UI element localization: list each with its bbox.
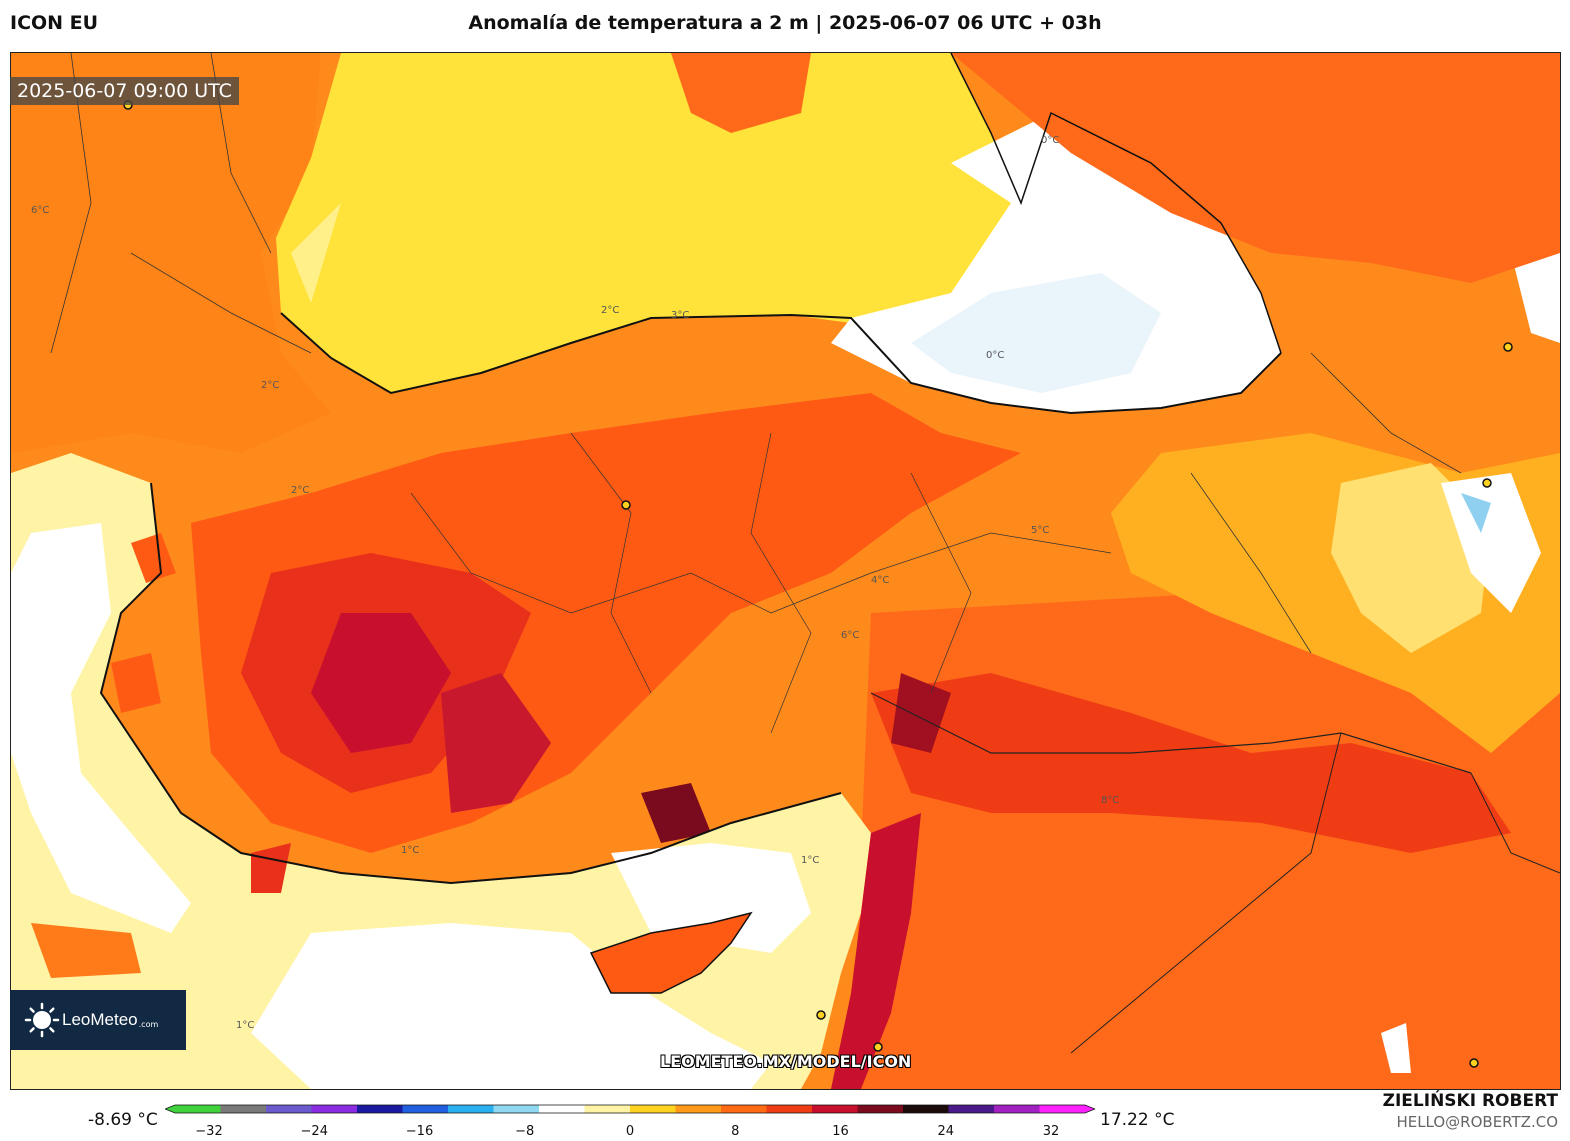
- colorbar-tick-label: 0: [625, 1124, 635, 1139]
- colorbar-max-label: 17.22 °C: [1100, 1110, 1175, 1130]
- watermark-url: LEOMETEO.MX/MODEL/ICON: [660, 1052, 912, 1071]
- contour-label: 0°C: [986, 350, 1004, 361]
- colorbar-segment: [220, 1105, 267, 1113]
- sun-icon: [24, 1002, 60, 1038]
- contour-label: 1°C: [401, 845, 419, 856]
- colorbar-segment: [448, 1105, 494, 1113]
- contour-label: 2°C: [601, 305, 619, 316]
- colorbar-segment: [630, 1105, 676, 1113]
- colorbar-segment: [812, 1105, 858, 1113]
- contour-label: 1°C: [801, 855, 819, 866]
- colorbar-segment: [357, 1105, 403, 1113]
- colorbar-max-arrow: [1085, 1105, 1095, 1113]
- contour-label: 0°C: [1041, 135, 1059, 146]
- colorbar-segment: [493, 1105, 540, 1113]
- colorbar-tick-label: −24: [300, 1124, 328, 1139]
- author-credit: ZIELIŃSKI ROBERT: [1382, 1091, 1558, 1111]
- logo-suffix: .com: [138, 1020, 159, 1029]
- colorbar-tick-label: −32: [195, 1124, 223, 1139]
- contour-label: 3°C: [671, 310, 689, 321]
- author-email: HELLO@ROBERTZ.CO: [1396, 1113, 1558, 1131]
- map-canvas[interactable]: 0°C 0°C 1°C 1°C 1°C 2°C 2°C 2°C 3°C 4°C …: [10, 52, 1561, 1090]
- colorbar-segment: [584, 1105, 631, 1113]
- contour-label: 5°C: [1031, 525, 1049, 536]
- colorbar-segment: [1039, 1105, 1086, 1113]
- colorbar-tick-label: −16: [405, 1124, 434, 1139]
- colorbar-segment: [857, 1105, 904, 1113]
- city-marker: [816, 1010, 826, 1020]
- city-marker: [1482, 478, 1492, 488]
- colorbar-tick-label: 32: [1042, 1124, 1060, 1139]
- colorbar-segment: [539, 1105, 585, 1113]
- colorbar-segment: [948, 1105, 995, 1113]
- colorbar-segment: [402, 1105, 449, 1113]
- colorbar-tick-label: −8: [515, 1124, 535, 1139]
- contour-label: 8°C: [1101, 795, 1119, 806]
- colorbar-segment: [721, 1105, 767, 1113]
- temperature-anomaly-map: 0°C 0°C 1°C 1°C 1°C 2°C 2°C 2°C 3°C 4°C …: [11, 53, 1560, 1089]
- contour-label: 4°C: [871, 575, 889, 586]
- colorbar-segment: [903, 1105, 949, 1113]
- colorbar: [165, 1104, 1095, 1114]
- contour-label: 2°C: [291, 485, 309, 496]
- colorbar-tick-label: 24: [937, 1124, 955, 1139]
- colorbar-segment: [175, 1105, 221, 1113]
- colorbar-min-arrow: [165, 1105, 175, 1113]
- model-name: ICON EU: [10, 12, 99, 34]
- colorbar-outline: [165, 1104, 1095, 1114]
- city-marker: [873, 1042, 883, 1052]
- colorbar-tick-label: 16: [832, 1124, 849, 1139]
- colorbar-segment: [766, 1105, 813, 1113]
- valid-time-badge: 2025-06-07 09:00 UTC: [10, 77, 239, 105]
- colorbar-segment: [994, 1105, 1040, 1113]
- contour-label: 2°C: [261, 380, 279, 391]
- leometeo-logo: LeoMeteo .com: [10, 990, 186, 1050]
- city-marker: [621, 500, 631, 510]
- contour-label: 6°C: [841, 630, 859, 641]
- colorbar-min-label: -8.69 °C: [88, 1110, 158, 1130]
- colorbar-tick-label: 8: [731, 1124, 740, 1139]
- colorbar-segment: [311, 1105, 358, 1113]
- contour-label: 1°C: [236, 1020, 254, 1031]
- logo-text: LeoMeteo: [62, 1010, 138, 1029]
- city-marker: [1469, 1058, 1479, 1068]
- contour-label: 6°C: [31, 205, 49, 216]
- colorbar-segment: [266, 1105, 312, 1113]
- colorbar-segment: [675, 1105, 722, 1113]
- city-marker: [1503, 342, 1513, 352]
- map-title: Anomalía de temperatura a 2 m | 2025-06-…: [468, 12, 1102, 34]
